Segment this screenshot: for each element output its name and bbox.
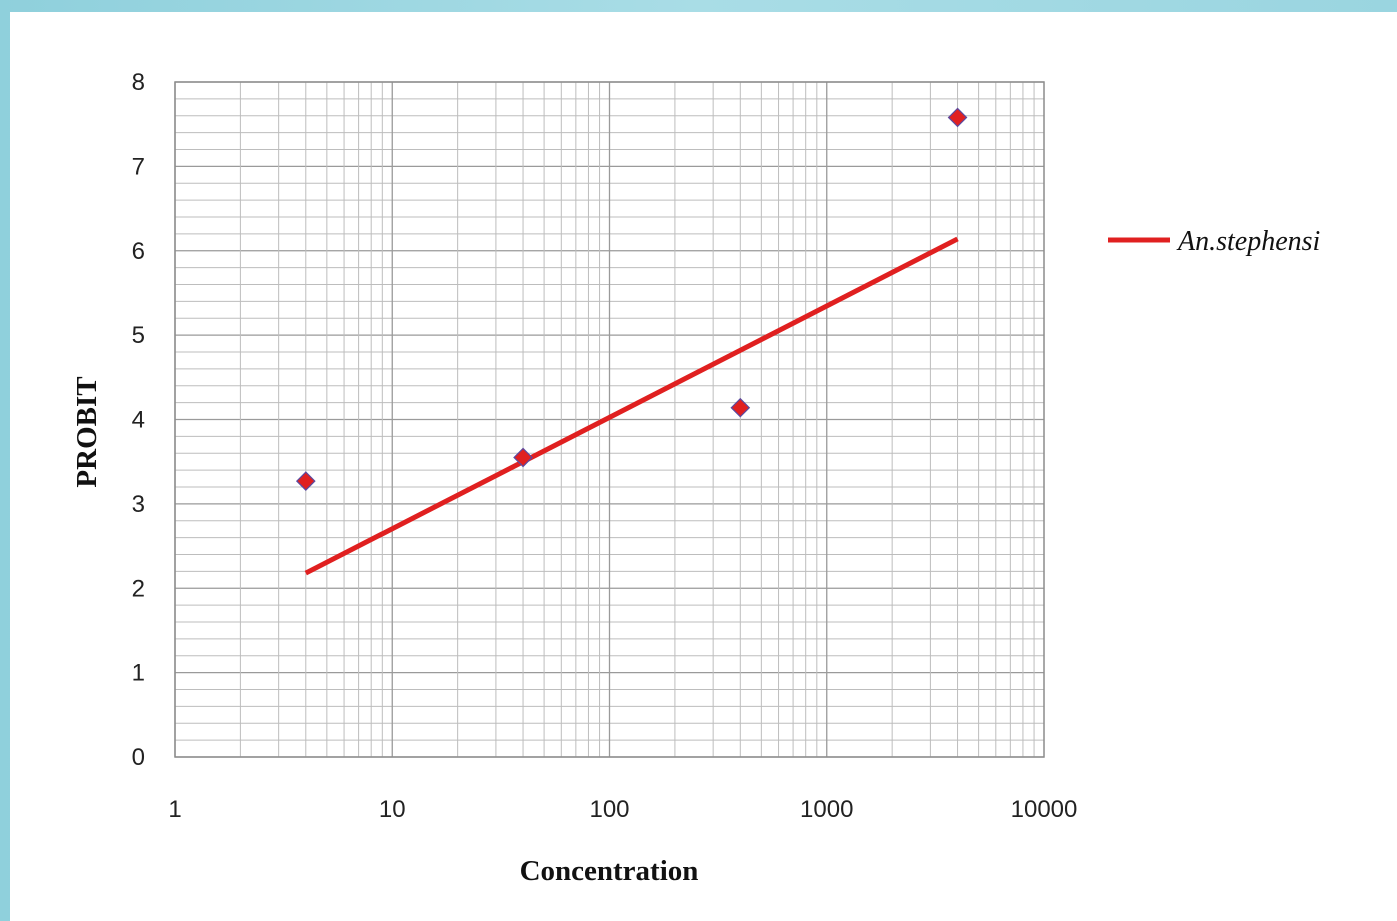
plot-border <box>174 81 1045 758</box>
y-tick-label: 4 <box>132 407 145 434</box>
x-axis-title: Concentration <box>520 855 699 887</box>
data-point <box>513 447 533 468</box>
data-point <box>730 397 751 418</box>
data-point <box>295 471 316 491</box>
series-layer <box>295 107 968 576</box>
x-tick-label: 1 <box>168 796 181 823</box>
legend: An.stephensi <box>1108 226 1320 257</box>
x-axis: 1 10 100 1000 10000 <box>168 796 1077 823</box>
x-tick-label: 10000 <box>1011 796 1078 823</box>
y-axis: 0 1 2 3 4 5 6 7 8 <box>132 69 145 771</box>
legend-label: An.stephensi <box>1176 226 1320 257</box>
y-axis-title: PROBIT <box>71 376 103 487</box>
y-tick-label: 3 <box>132 491 145 518</box>
x-tick-label: 100 <box>589 796 629 823</box>
y-tick-label: 2 <box>132 575 145 602</box>
grid <box>174 81 1044 758</box>
x-tick-label: 10 <box>379 796 406 823</box>
y-tick-label: 5 <box>132 322 145 349</box>
y-tick-label: 7 <box>132 153 145 180</box>
y-tick-label: 6 <box>132 238 145 265</box>
series-line <box>304 236 959 576</box>
y-tick-label: 0 <box>132 744 145 771</box>
y-tick-label: 1 <box>132 660 145 687</box>
data-point <box>947 107 968 128</box>
y-tick-label: 8 <box>132 69 145 96</box>
x-tick-label: 1000 <box>800 796 853 823</box>
